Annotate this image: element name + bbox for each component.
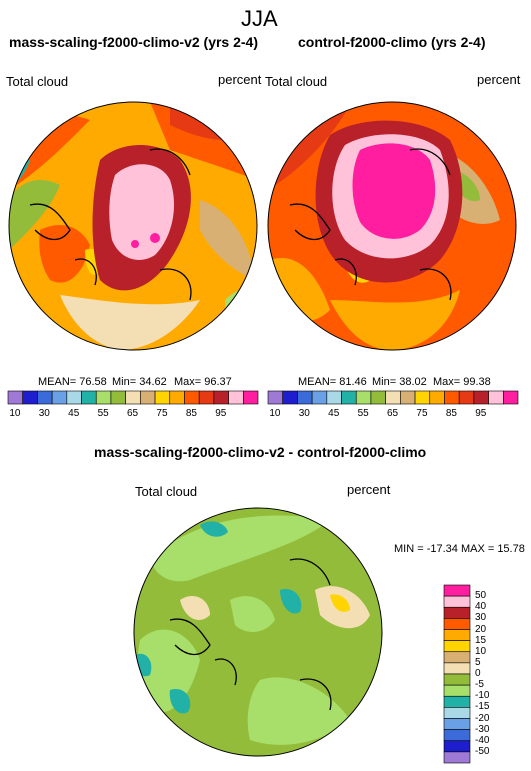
map-panel2 [267,101,517,351]
colorbar-tick-label: -30 [475,723,490,735]
colorbar-tick-label: 95 [475,408,487,419]
colorbar-swatch [443,729,471,742]
colorbar-swatch [443,618,471,630]
diff-title: mass-scaling-f2000-climo-v2 - control-f2… [94,444,427,460]
colorbar-tick-label: 40 [475,601,487,613]
panel2-stat-mean: MEAN= 81.46 [298,376,367,388]
colorbar-swatch [443,684,471,697]
colorbar-tick-label: -20 [475,712,490,724]
panel1-units-label: percent [218,72,262,87]
colorbar-tick-label: 85 [185,408,197,419]
colorbar-tick-label: -5 [475,679,484,691]
colorbar-tick-label: -15 [475,701,490,713]
season-title: JJA [241,6,278,31]
colorbar-swatch [443,695,471,708]
colorbar-tick-label: 45 [328,408,340,419]
colorbar-tick-label: 0 [475,668,481,679]
panel1-stat-min: Min= 34.62 [112,376,167,388]
colorbar-tick-label: 75 [156,408,168,419]
panel2-stat-max: Max= 99.38 [433,376,491,388]
map-difference [133,507,383,757]
colorbar-swatch [502,390,519,405]
colorbar-tick-label: 55 [97,408,109,419]
colorbar-tick-label: 10 [475,645,487,657]
colorbar-tick-label: 85 [445,408,457,419]
colorbar-tick-label: 75 [416,408,428,419]
colorbar-swatch [443,673,471,686]
colorbar-swatch [443,718,471,730]
colorbar-tick-label: 15 [475,634,487,646]
colorbar-swatch [443,595,471,608]
panel2-var-label: Total cloud [265,74,328,89]
colorbar-tick-label: 45 [68,408,80,419]
colorbar-swatch [443,629,471,641]
colorbar-tick-label: 30 [298,408,310,419]
colorbar-tick-label: 20 [475,623,487,635]
colorbar-tick-label: 30 [475,612,487,624]
diff-units-label: percent [347,482,391,497]
colorbar-tick-label: -50 [475,745,490,757]
colorbar-swatch [443,740,471,753]
colorbar-swatch [443,584,471,597]
colorbar-tick-label: 10 [269,408,281,419]
colorbar-tick-label: 55 [357,408,369,419]
colorbar-tick-label: -40 [475,734,490,746]
panel1-var-label: Total cloud [6,74,69,89]
colorbar-tick-label: 5 [475,656,481,668]
colorbar-tick-label: 65 [127,408,139,419]
colorbar-swatch [443,751,471,764]
colorbar-tick-label: 30 [38,408,50,419]
colorbar-swatch [242,390,259,405]
panel1-stat-mean: MEAN= 76.58 [38,376,107,388]
diff-minmax: MIN = -17.34 MAX = 15.78 [394,543,525,555]
colorbar-tick-label: 10 [9,408,21,419]
colorbar-tick-label: 50 [475,590,487,602]
colorbar-swatch [443,707,471,719]
panel2-title: control-f2000-climo (yrs 2-4) [298,34,486,50]
panel1-stat-max: Max= 96.37 [174,376,232,388]
colorbar-tick-label: 95 [215,408,227,419]
colorbar-swatch [443,640,471,653]
colorbar-swatch [443,651,471,664]
map-panel1 [8,101,258,351]
panel2-stat-min: Min= 38.02 [372,376,427,388]
colorbar-swatch [443,606,471,619]
panel2-units-label: percent [477,72,521,87]
colorbar-tick-label: -10 [475,690,490,702]
colorbar-swatch [443,662,471,675]
panel1-title: mass-scaling-f2000-climo-v2 (yrs 2-4) [9,34,258,50]
colorbar-tick-label: 65 [387,408,399,419]
diff-var-label: Total cloud [135,484,198,499]
